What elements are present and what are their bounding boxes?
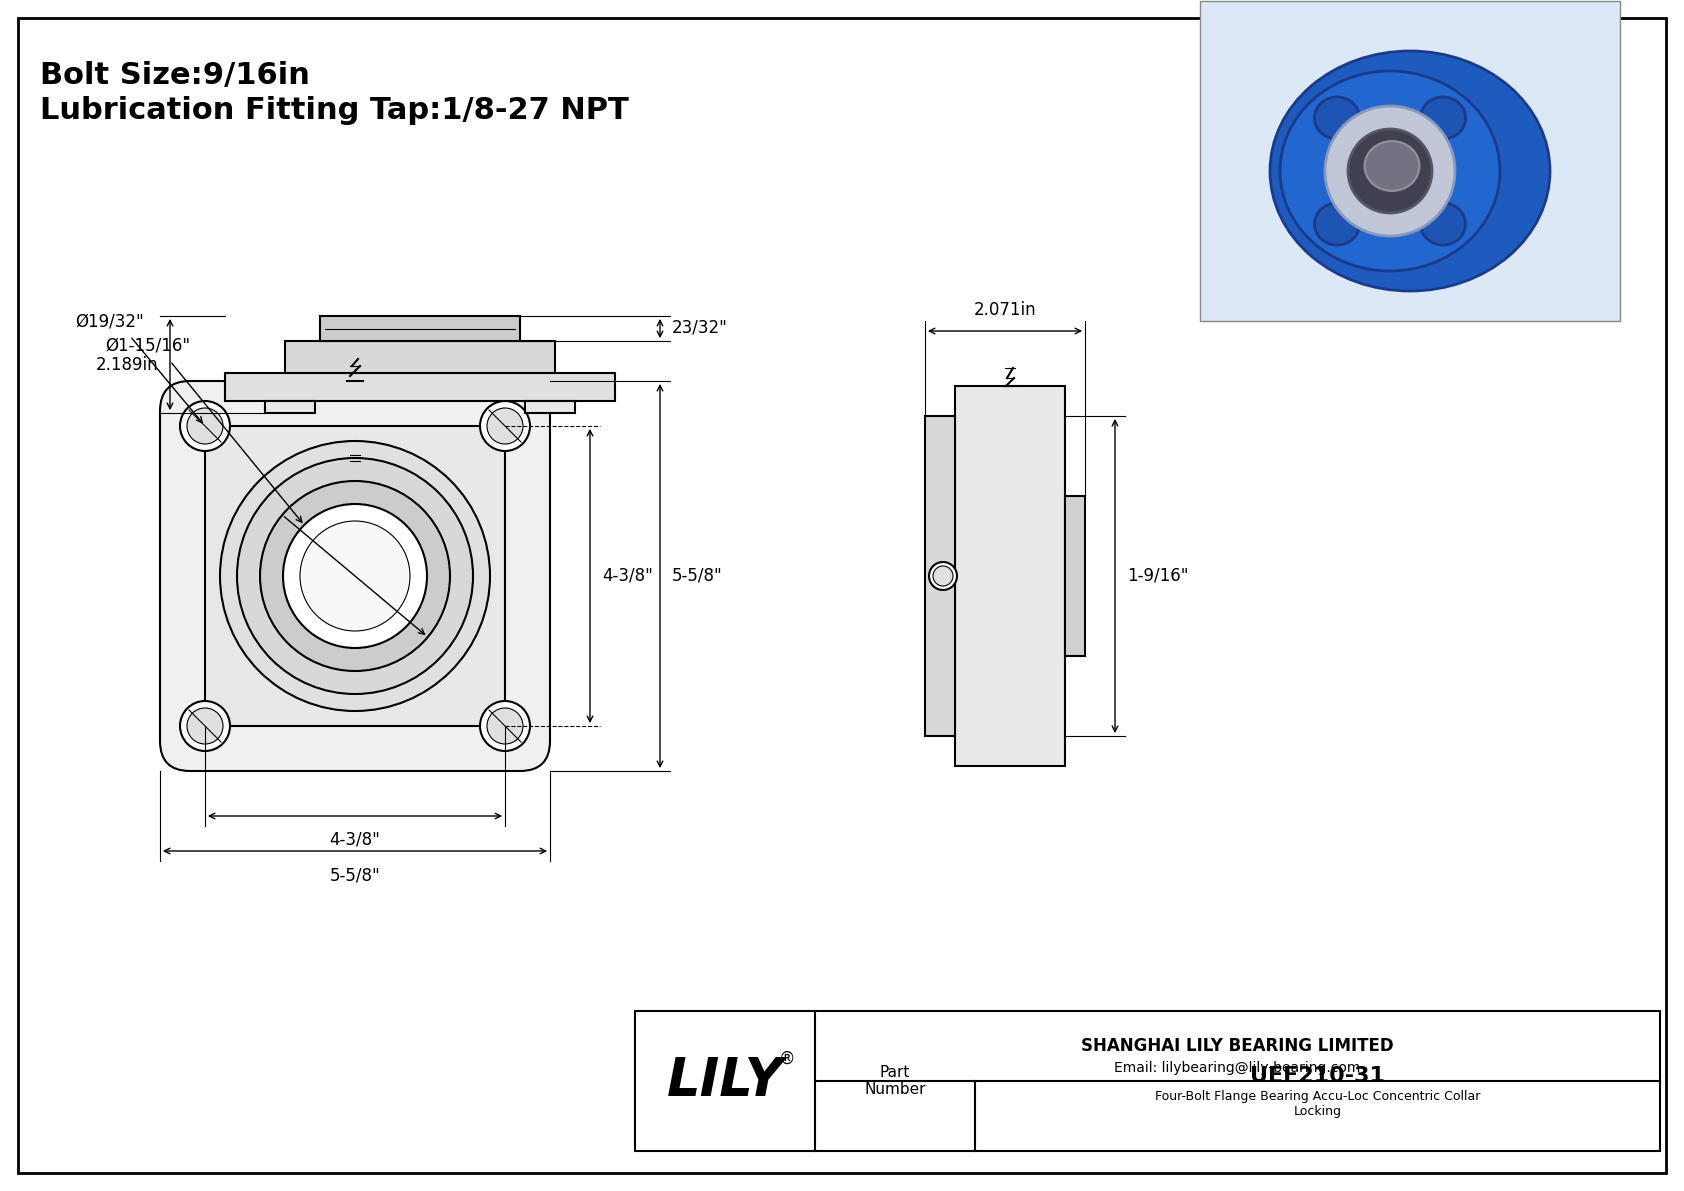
- Circle shape: [480, 701, 530, 752]
- Circle shape: [187, 707, 222, 744]
- Bar: [285, 341, 556, 373]
- Text: 5-5/8": 5-5/8": [330, 866, 381, 884]
- Text: Part
Number: Part Number: [864, 1065, 926, 1097]
- Circle shape: [1325, 106, 1455, 236]
- Circle shape: [237, 459, 473, 694]
- Circle shape: [487, 707, 524, 744]
- Circle shape: [480, 401, 530, 451]
- Text: LILY: LILY: [667, 1055, 783, 1106]
- Text: 5-5/8": 5-5/8": [672, 567, 722, 585]
- PathPatch shape: [205, 426, 505, 727]
- Text: UEF210-31: UEF210-31: [1250, 1066, 1384, 1086]
- Circle shape: [187, 409, 222, 444]
- Circle shape: [300, 520, 409, 631]
- Circle shape: [259, 481, 450, 671]
- Bar: [226, 373, 615, 401]
- Ellipse shape: [1315, 96, 1359, 139]
- Bar: [955, 386, 1064, 766]
- Text: Four-Bolt Flange Bearing Accu-Loc Concentric Collar
Locking: Four-Bolt Flange Bearing Accu-Loc Concen…: [1155, 1090, 1480, 1118]
- Bar: [1064, 495, 1084, 656]
- Bar: [525, 401, 574, 413]
- Ellipse shape: [1421, 96, 1465, 139]
- Text: 2.189in: 2.189in: [96, 355, 158, 374]
- Bar: [1201, 1, 1620, 322]
- Bar: [925, 416, 955, 736]
- PathPatch shape: [160, 381, 551, 771]
- Circle shape: [930, 562, 957, 590]
- Text: 4-3/8": 4-3/8": [601, 567, 653, 585]
- Bar: [264, 401, 315, 413]
- Text: Bolt Size:9/16in: Bolt Size:9/16in: [40, 61, 310, 91]
- Circle shape: [221, 441, 490, 711]
- Text: 2.071in: 2.071in: [973, 301, 1036, 319]
- Circle shape: [487, 409, 524, 444]
- Ellipse shape: [1364, 141, 1420, 191]
- Circle shape: [180, 701, 231, 752]
- Text: ®: ®: [778, 1050, 795, 1068]
- Ellipse shape: [1315, 202, 1359, 245]
- Ellipse shape: [1421, 202, 1465, 245]
- Circle shape: [180, 401, 231, 451]
- Ellipse shape: [1270, 51, 1549, 291]
- Text: 1-9/16": 1-9/16": [1127, 567, 1189, 585]
- Text: Ø1-15/16": Ø1-15/16": [104, 337, 190, 355]
- Bar: [320, 316, 520, 341]
- Text: 4-3/8": 4-3/8": [330, 831, 381, 849]
- Text: Ø19/32": Ø19/32": [76, 313, 143, 331]
- Circle shape: [283, 504, 428, 648]
- Bar: [635, 1011, 1660, 1151]
- Circle shape: [933, 566, 953, 586]
- Ellipse shape: [1280, 71, 1500, 272]
- Text: Lubrication Fitting Tap:1/8-27 NPT: Lubrication Fitting Tap:1/8-27 NPT: [40, 96, 628, 125]
- Circle shape: [1347, 129, 1431, 213]
- Text: SHANGHAI LILY BEARING LIMITED: SHANGHAI LILY BEARING LIMITED: [1081, 1037, 1394, 1055]
- Text: 23/32": 23/32": [672, 319, 727, 337]
- Text: Email: lilybearing@lily-bearing.com: Email: lilybearing@lily-bearing.com: [1115, 1061, 1361, 1075]
